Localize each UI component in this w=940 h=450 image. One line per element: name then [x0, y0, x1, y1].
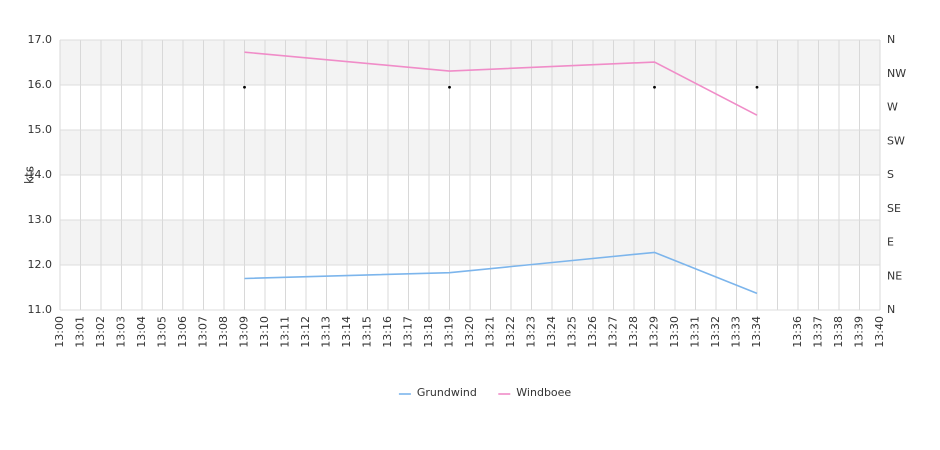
direction-marker — [653, 85, 656, 89]
y2-tick-label: N — [887, 303, 895, 316]
x-tick-label: 13:32 — [709, 316, 722, 348]
y-tick-label: 14.0 — [28, 168, 53, 181]
x-tick-label: 13:05 — [156, 316, 169, 348]
x-tick-label: 13:38 — [832, 316, 845, 348]
y-tick-label: 12.0 — [28, 258, 53, 271]
x-tick-label: 13:03 — [115, 316, 128, 348]
x-tick-label: 13:15 — [361, 316, 374, 348]
y-tick-label: 11.0 — [28, 303, 53, 316]
x-tick-label: 13:20 — [463, 316, 476, 348]
y-tick-label: 17.0 — [28, 33, 53, 46]
y-tick-label: 15.0 — [28, 123, 53, 136]
x-tick-label: 13:22 — [504, 316, 517, 348]
x-tick-label: 13:31 — [689, 316, 702, 348]
y-tick-label: 16.0 — [28, 78, 53, 91]
y-axis-label: kts — [23, 166, 37, 184]
x-tick-label: 13:17 — [402, 316, 415, 348]
x-tick-label: 13:16 — [381, 316, 394, 348]
series-line — [244, 51, 758, 116]
x-tick-label: 13:12 — [299, 316, 312, 348]
y2-tick-label: N — [887, 33, 895, 46]
y2-tick-label: E — [887, 236, 894, 249]
direction-marker — [755, 85, 759, 89]
x-tick-label: 13:36 — [791, 316, 804, 348]
y2-tick-label: SW — [887, 134, 905, 147]
x-tick-label: 13:19 — [443, 316, 456, 348]
x-tick-label: 13:06 — [176, 316, 189, 348]
y2-tick-label: W — [887, 101, 898, 114]
x-tick-label: 13:08 — [217, 316, 230, 348]
direction-marker — [448, 85, 451, 89]
x-tick-label: 13:23 — [525, 316, 538, 348]
x-tick-label: 13:33 — [730, 316, 743, 348]
legend-label: Windboee — [516, 386, 571, 399]
x-tick-label: 13:13 — [320, 316, 333, 348]
x-tick-label: 13:04 — [135, 316, 148, 348]
x-tick-label: 13:24 — [545, 316, 558, 348]
y2-tick-label: SE — [887, 202, 901, 215]
x-tick-label: 13:18 — [422, 316, 435, 348]
x-tick-label: 13:14 — [340, 316, 353, 348]
x-tick-label: 13:10 — [258, 316, 271, 348]
x-tick-label: 13:02 — [94, 316, 107, 348]
direction-marker — [243, 85, 246, 89]
x-tick-label: 13:30 — [668, 316, 681, 348]
y-tick-label: 13.0 — [28, 213, 53, 226]
x-tick-label: 13:39 — [853, 316, 866, 348]
series-line — [244, 251, 758, 295]
x-tick-label: 13:11 — [279, 316, 292, 348]
y2-tick-label: S — [887, 168, 894, 181]
x-tick-label: 13:21 — [484, 316, 497, 348]
x-tick-label: 13:26 — [586, 316, 599, 348]
legend-label: Grundwind — [417, 386, 477, 399]
x-tick-label: 13:28 — [627, 316, 640, 348]
x-tick-label: 13:37 — [812, 316, 825, 348]
x-tick-label: 13:01 — [74, 316, 87, 348]
x-tick-label: 13:40 — [873, 316, 886, 348]
y2-tick-label: NE — [887, 269, 902, 282]
x-tick-label: 13:27 — [607, 316, 620, 348]
x-tick-label: 13:34 — [750, 316, 763, 348]
x-tick-label: 13:29 — [648, 316, 661, 348]
y2-tick-label: NW — [887, 67, 906, 80]
x-tick-label: 13:09 — [238, 316, 251, 348]
x-tick-label: 13:07 — [197, 316, 210, 348]
x-tick-label: 13:25 — [566, 316, 579, 348]
x-tick-label: 13:00 — [53, 316, 66, 348]
